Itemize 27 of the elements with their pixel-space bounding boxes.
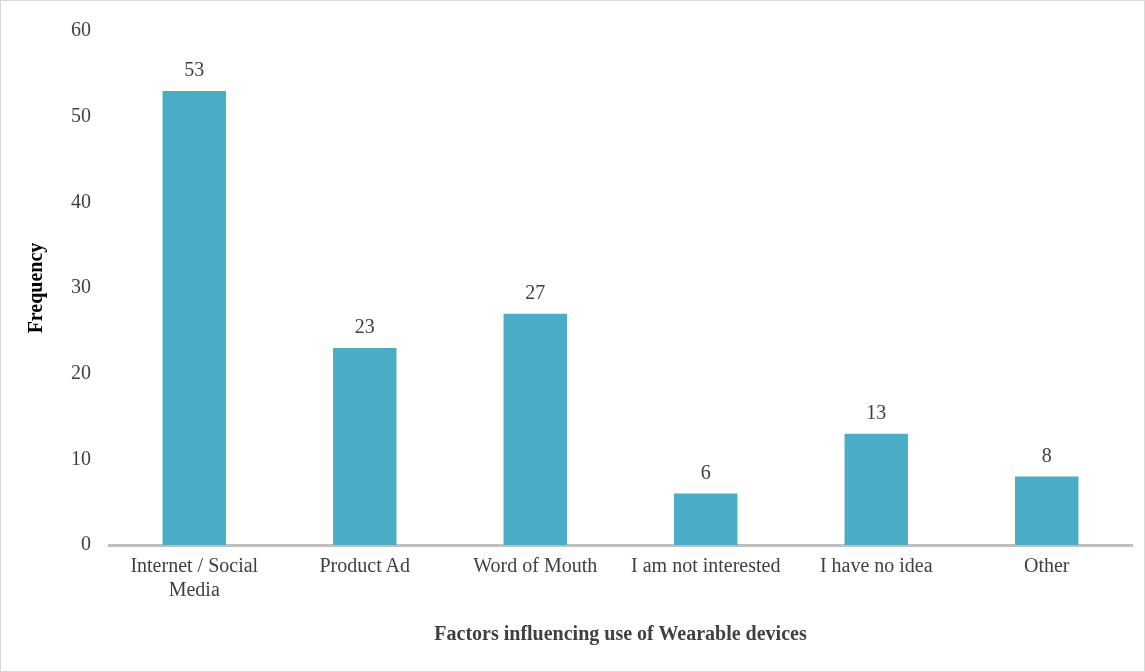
x-tick-label: Product Ad [319, 554, 411, 577]
y-tick-label: 30 [71, 275, 91, 298]
bar [844, 433, 908, 545]
y-tick-label: 60 [71, 18, 91, 41]
y-tick-label: 10 [71, 446, 91, 469]
bar [162, 90, 226, 545]
bar [1015, 476, 1079, 545]
x-tick-label: Word of Mouth [473, 554, 598, 577]
data-label: 53 [184, 58, 205, 81]
bar [503, 313, 567, 545]
bar [674, 493, 738, 545]
y-tick-label: 50 [71, 103, 91, 126]
x-tick-label: I have no idea [819, 554, 933, 577]
x-tick-label: Internet / Social Media [130, 554, 259, 601]
bar [333, 347, 397, 545]
y-tick-label: 0 [81, 532, 91, 555]
data-label: 13 [866, 400, 887, 423]
data-label: 6 [700, 460, 711, 483]
data-label: 8 [1041, 443, 1052, 466]
x-axis-title: Factors influencing use of Wearable devices [434, 622, 807, 646]
x-tick-label: Other [1023, 554, 1070, 577]
data-label: 23 [354, 315, 375, 338]
y-axis-title: Frequency [24, 242, 48, 334]
y-tick-label: 40 [71, 189, 91, 212]
x-tick-label: I am not interested [631, 554, 781, 577]
y-tick-label: 20 [71, 360, 91, 383]
data-label: 27 [525, 280, 546, 303]
